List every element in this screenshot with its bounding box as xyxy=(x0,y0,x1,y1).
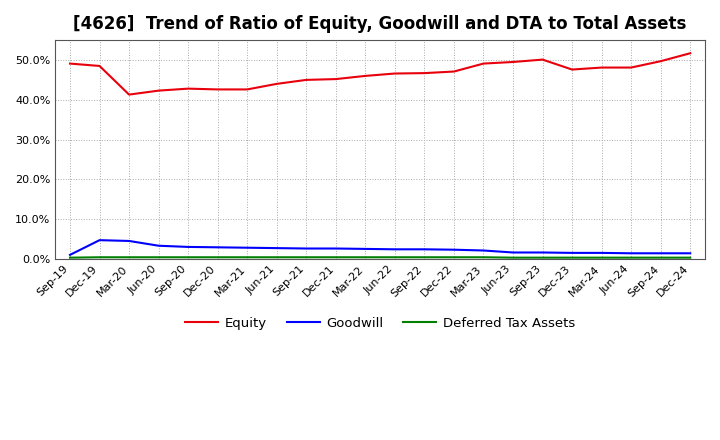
Line: Equity: Equity xyxy=(70,53,690,95)
Goodwill xyxy=(66,252,74,257)
Goodwill xyxy=(420,247,428,252)
Line: Goodwill: Goodwill xyxy=(70,240,690,255)
Deferred Tax Assets xyxy=(627,255,636,260)
Equity xyxy=(420,70,428,76)
Equity xyxy=(361,73,369,79)
Equity xyxy=(627,65,636,70)
Equity xyxy=(154,88,163,93)
Goodwill xyxy=(509,250,518,255)
Goodwill xyxy=(627,251,636,256)
Deferred Tax Assets xyxy=(449,255,458,260)
Goodwill xyxy=(331,246,340,251)
Goodwill xyxy=(657,251,665,256)
Equity xyxy=(509,59,518,65)
Goodwill xyxy=(390,247,399,252)
Equity xyxy=(568,67,577,72)
Deferred Tax Assets xyxy=(302,255,310,260)
Equity xyxy=(272,81,281,87)
Deferred Tax Assets xyxy=(509,255,518,260)
Goodwill xyxy=(686,251,695,256)
Goodwill xyxy=(95,238,104,243)
Deferred Tax Assets xyxy=(361,255,369,260)
Deferred Tax Assets xyxy=(184,255,192,260)
Deferred Tax Assets xyxy=(66,255,74,260)
Deferred Tax Assets xyxy=(568,255,577,260)
Equity xyxy=(390,71,399,76)
Equity xyxy=(213,87,222,92)
Deferred Tax Assets xyxy=(125,255,133,260)
Goodwill xyxy=(480,248,488,253)
Legend: Equity, Goodwill, Deferred Tax Assets: Equity, Goodwill, Deferred Tax Assets xyxy=(180,312,580,335)
Title: [4626]  Trend of Ratio of Equity, Goodwill and DTA to Total Assets: [4626] Trend of Ratio of Equity, Goodwil… xyxy=(73,15,687,33)
Deferred Tax Assets xyxy=(390,255,399,260)
Goodwill xyxy=(361,246,369,252)
Goodwill xyxy=(213,245,222,250)
Deferred Tax Assets xyxy=(598,255,606,260)
Deferred Tax Assets xyxy=(272,255,281,260)
Equity xyxy=(95,63,104,69)
Goodwill xyxy=(154,243,163,248)
Equity xyxy=(184,86,192,91)
Goodwill xyxy=(302,246,310,251)
Deferred Tax Assets xyxy=(480,255,488,260)
Equity xyxy=(686,51,695,56)
Equity xyxy=(657,59,665,64)
Deferred Tax Assets xyxy=(657,255,665,260)
Equity xyxy=(125,92,133,97)
Goodwill xyxy=(598,250,606,256)
Deferred Tax Assets xyxy=(243,255,251,260)
Goodwill xyxy=(272,246,281,251)
Deferred Tax Assets xyxy=(331,255,340,260)
Deferred Tax Assets xyxy=(420,255,428,260)
Deferred Tax Assets xyxy=(686,255,695,260)
Equity xyxy=(449,69,458,74)
Goodwill xyxy=(539,250,547,255)
Equity xyxy=(539,57,547,62)
Goodwill xyxy=(184,244,192,249)
Equity xyxy=(302,77,310,83)
Equity xyxy=(598,65,606,70)
Equity xyxy=(331,77,340,82)
Deferred Tax Assets xyxy=(154,255,163,260)
Goodwill xyxy=(449,247,458,253)
Deferred Tax Assets xyxy=(213,255,222,260)
Equity xyxy=(243,87,251,92)
Equity xyxy=(480,61,488,66)
Equity xyxy=(66,61,74,66)
Goodwill xyxy=(568,250,577,256)
Goodwill xyxy=(125,238,133,244)
Deferred Tax Assets xyxy=(539,255,547,260)
Deferred Tax Assets xyxy=(95,255,104,260)
Goodwill xyxy=(243,245,251,250)
